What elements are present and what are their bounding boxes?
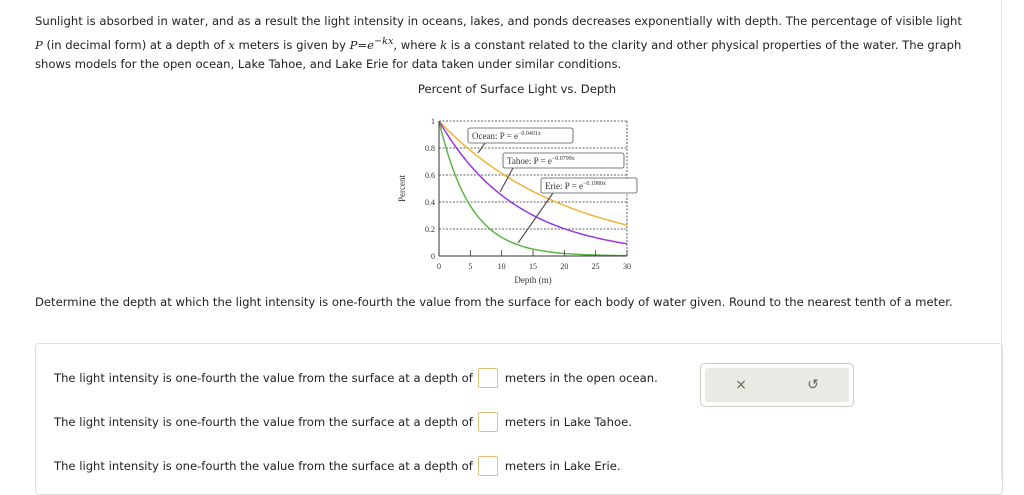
x-tick-label: 5 (468, 262, 472, 271)
problem-statement: Sunlight is absorbed in water, and as a … (35, 12, 1010, 74)
answer-prefix: The light intensity is one-fourth the va… (54, 415, 473, 429)
intro-line-2: P (in decimal form) at a depth of x mete… (35, 35, 962, 52)
chart-title: Percent of Surface Light vs. Depth (417, 82, 617, 96)
answer-input[interactable] (477, 456, 498, 476)
leader-line (499, 167, 514, 193)
intro-line-1: Sunlight is absorbed in water, and as a … (35, 14, 962, 28)
answer-input[interactable] (477, 412, 498, 432)
y-tick-label: 0.2 (425, 225, 435, 234)
question-text: Determine the depth at which the light i… (35, 295, 953, 309)
answer-suffix: meters in the open ocean. (504, 371, 658, 385)
divider (1001, 0, 1002, 479)
x-tick-label: 20 (560, 262, 568, 271)
x-tick-label: 10 (498, 262, 506, 271)
answer-prefix: The light intensity is one-fourth the va… (54, 371, 473, 385)
y-axis-label: Percent (397, 175, 407, 202)
answer-row: The light intensity is one-fourth the va… (54, 456, 621, 476)
answer-row: The light intensity is one-fourth the va… (54, 368, 658, 388)
x-tick-label: 25 (592, 262, 600, 271)
answer-prefix: The light intensity is one-fourth the va… (54, 459, 473, 473)
y-tick-label: 0 (431, 252, 435, 261)
series-tahoe-line (438, 120, 628, 245)
y-tick-label: 1 (431, 117, 435, 126)
series-label-box (540, 177, 638, 194)
answer-tools: × ↺ (700, 363, 854, 407)
series-label-box (467, 127, 574, 144)
x-axis-label: Depth (m) (514, 275, 551, 285)
y-tick-label: 0.6 (425, 171, 435, 180)
answer-input[interactable] (477, 368, 498, 388)
clear-button[interactable]: × (735, 377, 747, 393)
reset-button[interactable]: ↺ (807, 377, 819, 393)
series-label: Tahoe: P = e−0.0799x (507, 156, 575, 166)
answer-suffix: meters in Lake Tahoe. (504, 415, 632, 429)
leader-line (517, 192, 554, 244)
series-label-box (502, 152, 625, 169)
series-label: Erie: P = e−0.1980x (545, 181, 606, 191)
y-tick-label: 0.4 (425, 198, 435, 207)
series-label: Ocean: P = e−0.0491x (472, 131, 541, 141)
answer-row: The light intensity is one-fourth the va… (54, 412, 632, 432)
formula: P=e (349, 37, 375, 52)
answer-suffix: meters in Lake Erie. (504, 459, 621, 473)
x-tick-label: 15 (529, 262, 537, 271)
series-ocean-line (438, 120, 628, 226)
x-tick-label: 30 (623, 262, 631, 271)
leader-line (477, 142, 486, 154)
intro-line-3: shows models for the open ocean, Lake Ta… (35, 56, 622, 71)
x-tick-label: 0 (437, 262, 441, 271)
y-tick-label: 0.8 (425, 144, 435, 153)
